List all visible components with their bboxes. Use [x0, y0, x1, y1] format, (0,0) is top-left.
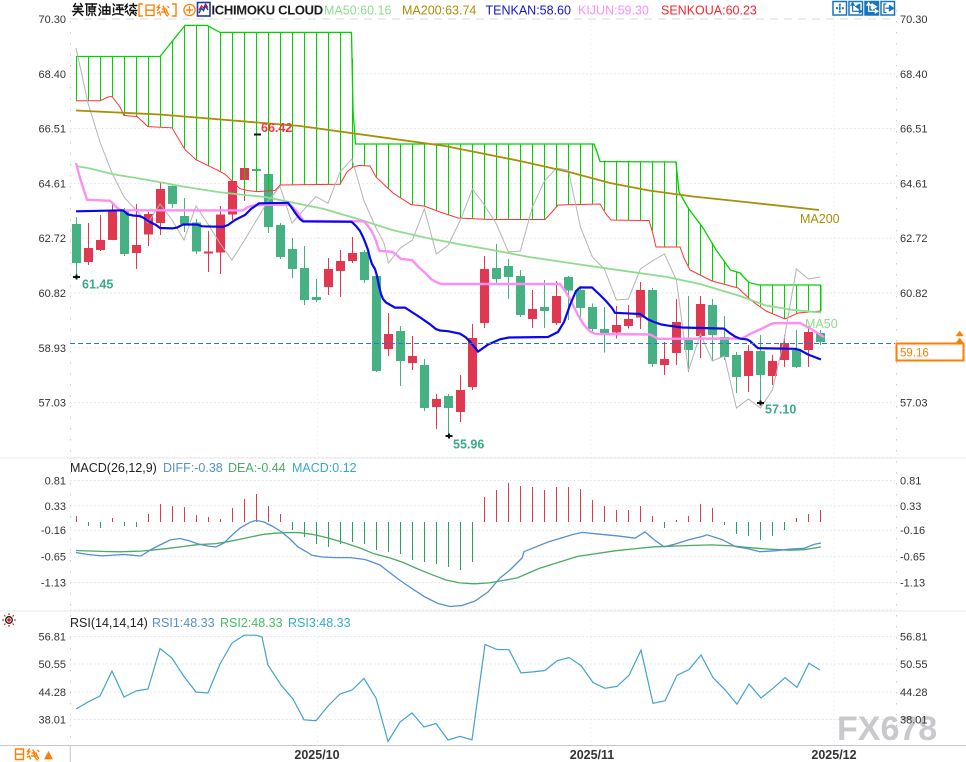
svg-text:MACD:0.12: MACD:0.12	[292, 461, 357, 475]
svg-text:57.03: 57.03	[38, 398, 66, 410]
svg-text:62.72: 62.72	[900, 233, 928, 245]
svg-text:68.40: 68.40	[38, 69, 66, 81]
svg-text:68.40: 68.40	[900, 69, 928, 81]
svg-text:2025/11: 2025/11	[570, 748, 615, 762]
svg-text:70.30: 70.30	[38, 14, 66, 26]
svg-text:56.81: 56.81	[900, 632, 928, 644]
svg-text:MA200: MA200	[800, 212, 840, 226]
svg-text:57.03: 57.03	[900, 398, 928, 410]
svg-text:RSI(14,14,14): RSI(14,14,14)	[70, 616, 148, 630]
svg-text:61.45: 61.45	[82, 278, 113, 292]
svg-text:-0.16: -0.16	[41, 525, 66, 537]
svg-text:56.81: 56.81	[38, 632, 66, 644]
svg-text:-0.16: -0.16	[900, 525, 925, 537]
svg-text:66.51: 66.51	[900, 124, 928, 136]
svg-text:MACD(26,12,9): MACD(26,12,9)	[70, 461, 157, 475]
svg-text:57.10: 57.10	[765, 403, 796, 417]
svg-text:38.01: 38.01	[38, 715, 66, 727]
svg-text:-0.65: -0.65	[900, 551, 925, 563]
svg-text:50.55: 50.55	[38, 659, 66, 671]
svg-text:60.82: 60.82	[900, 288, 928, 300]
svg-text:66.51: 66.51	[38, 124, 66, 136]
svg-text:66.42: 66.42	[261, 121, 292, 135]
svg-text:ICHIMOKU CLOUD: ICHIMOKU CLOUD	[212, 3, 323, 18]
svg-text:44.28: 44.28	[900, 687, 928, 699]
svg-text:2025/12: 2025/12	[811, 748, 856, 762]
svg-text:KIJUN:59.30: KIJUN:59.30	[578, 4, 649, 18]
svg-text:MA200:63.74: MA200:63.74	[402, 4, 476, 18]
svg-text:RSI3:48.33: RSI3:48.33	[288, 616, 351, 630]
svg-text:58.93: 58.93	[38, 343, 66, 355]
svg-text:38.01: 38.01	[900, 715, 928, 727]
svg-text:60.82: 60.82	[38, 288, 66, 300]
svg-text:64.61: 64.61	[900, 178, 928, 190]
svg-text:55.96: 55.96	[453, 438, 484, 452]
svg-text:SENKOUA:60.23: SENKOUA:60.23	[661, 4, 757, 18]
svg-text:DIFF:-0.38: DIFF:-0.38	[163, 461, 223, 475]
svg-text:-1.13: -1.13	[900, 578, 925, 590]
svg-text:64.61: 64.61	[38, 178, 66, 190]
svg-text:62.72: 62.72	[38, 233, 66, 245]
svg-text:59.16: 59.16	[900, 348, 929, 360]
svg-text:-0.65: -0.65	[41, 551, 66, 563]
svg-text:RSI1:48.33: RSI1:48.33	[152, 616, 215, 630]
svg-text:70.30: 70.30	[900, 14, 928, 26]
svg-text:44.28: 44.28	[38, 687, 66, 699]
svg-text:0.81: 0.81	[45, 476, 66, 488]
svg-text:RSI2:48.33: RSI2:48.33	[220, 616, 283, 630]
svg-text:TENKAN:58.60: TENKAN:58.60	[486, 4, 572, 18]
svg-text:DEA:-0.44: DEA:-0.44	[228, 461, 286, 475]
svg-text:FX678: FX678	[837, 710, 937, 748]
svg-text:0.81: 0.81	[900, 476, 921, 488]
svg-text:MA50: MA50	[805, 317, 838, 331]
svg-text:2025/10: 2025/10	[294, 748, 339, 762]
svg-text:MA50:60.16: MA50:60.16	[324, 4, 391, 18]
svg-text:-1.13: -1.13	[41, 578, 66, 590]
svg-text:0.33: 0.33	[900, 501, 921, 513]
svg-text:0.33: 0.33	[45, 501, 66, 513]
svg-text:50.55: 50.55	[900, 659, 928, 671]
